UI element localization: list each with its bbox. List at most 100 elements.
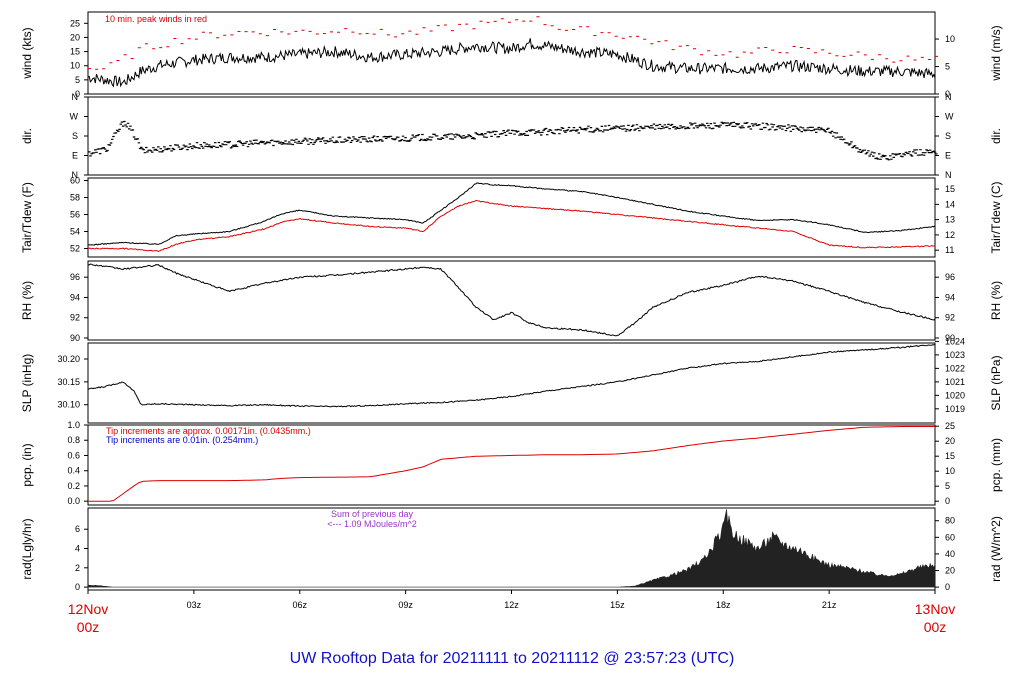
rh-right-tick-label: 90 (945, 333, 955, 343)
pcp-annotation: Tip increments are 0.01in. (0.254mm.) (106, 435, 258, 445)
rad-right-tick-label: 80 (945, 516, 955, 526)
pcp-right-tick-label: 0 (945, 496, 950, 506)
pcp-ylabel-left: pcp. (in) (20, 443, 34, 486)
x-hour-label: 00z (77, 619, 100, 635)
pcp-right-tick-label: 5 (945, 481, 950, 491)
dir-left-tick-label: S (72, 131, 78, 141)
dir-right-tick-label: S (945, 131, 951, 141)
rad-right-tick-label: 20 (945, 566, 955, 576)
wind-right-tick-label: 5 (945, 62, 950, 72)
wind-ylabel-left: wind (kts) (20, 27, 34, 79)
rad-annotation-line2: <--- 1.09 MJoules/m^2 (327, 519, 417, 529)
page-title: UW Rooftop Data for 20211111 to 20211112… (289, 650, 735, 667)
rad-ylabel-right: rad (W/m^2) (989, 516, 1003, 582)
wind-left-tick-label: 15 (70, 47, 80, 57)
slp-left-tick-label: 30.15 (57, 377, 80, 387)
dir-direction-marks (88, 120, 938, 161)
pcp-annotation: Tip increments are approx. 0.00171in. (0… (106, 426, 311, 436)
temp-left-tick-label: 56 (70, 210, 80, 220)
pcp-left-tick-label: 0.4 (67, 466, 80, 476)
pcp-right-tick-label: 15 (945, 451, 955, 461)
rh-left-tick-label: 90 (70, 333, 80, 343)
rad-annotation-line1: Sum of previous day (331, 509, 414, 519)
x-tick-label: 18z (716, 600, 731, 610)
temp-ylabel-right: Tair/Tdew (C) (989, 181, 1003, 253)
rh-left-tick-label: 96 (70, 272, 80, 282)
wind-left-tick-label: 5 (75, 75, 80, 85)
dir-left-tick-label: E (72, 151, 78, 161)
temp-series-line-0 (87, 182, 936, 246)
temp-left-tick-label: 54 (70, 227, 80, 237)
pcp-left-tick-label: 0.6 (67, 450, 80, 460)
rh-ylabel-right: RH (%) (989, 281, 1003, 320)
slp-panel-frame (87, 342, 936, 424)
slp-right-tick-label: 1024 (945, 336, 965, 346)
pcp-panel-frame (87, 424, 936, 506)
temp-panel-frame (87, 177, 936, 258)
x-tick-label: 03z (187, 600, 202, 610)
wind-left-tick-label: 10 (70, 61, 80, 71)
pcp-right-tick-label: 20 (945, 436, 955, 446)
temp-left-tick-label: 52 (70, 244, 80, 254)
slp-right-tick-label: 1023 (945, 350, 965, 360)
rad-right-tick-label: 60 (945, 532, 955, 542)
rad-area (87, 509, 936, 588)
dir-ylabel-right: dir. (989, 128, 1003, 144)
slp-right-tick-label: 1020 (945, 390, 965, 400)
dir-right-tick-label: N (945, 92, 952, 102)
x-date-label: 12Nov (68, 601, 108, 617)
rh-panel-frame (87, 260, 936, 341)
slp-left-tick-label: 30.10 (57, 400, 80, 410)
temp-left-tick-label: 58 (70, 193, 80, 203)
rad-right-tick-label: 40 (945, 549, 955, 559)
pcp-right-tick-label: 10 (945, 466, 955, 476)
x-tick-label: 09z (398, 600, 413, 610)
wind-panel-frame (87, 11, 936, 95)
wind-left-tick-label: 0 (75, 89, 80, 99)
dir-ylabel-left: dir. (20, 128, 34, 144)
wind-right-tick-label: 10 (945, 34, 955, 44)
temp-ylabel-left: Tair/Tdew (F) (20, 182, 34, 253)
slp-right-tick-label: 1021 (945, 377, 965, 387)
pcp-left-tick-label: 1.0 (67, 420, 80, 430)
rad-left-tick-label: 6 (75, 524, 80, 534)
temp-right-tick-label: 11 (945, 245, 954, 255)
slp-series-line-0 (87, 343, 936, 408)
wind-right-tick-label: 0 (945, 89, 950, 99)
wind-ylabel-right: wind (m/s) (989, 25, 1003, 81)
slp-ylabel-left: SLP (inHg) (20, 354, 34, 412)
x-tick-label: 21z (822, 600, 837, 610)
pcp-left-tick-label: 0.8 (67, 435, 80, 445)
x-date-label: 13Nov (915, 601, 955, 617)
temp-left-tick-label: 60 (70, 176, 80, 186)
rad-left-tick-label: 0 (75, 582, 80, 592)
pcp-right-tick-label: 25 (945, 421, 955, 431)
slp-ylabel-right: SLP (hPa) (989, 355, 1003, 410)
pcp-ylabel-right: pcp. (mm) (989, 438, 1003, 492)
x-hour-label: 00z (924, 619, 947, 635)
wind-left-tick-label: 25 (70, 18, 80, 28)
temp-right-tick-label: 14 (945, 199, 955, 209)
x-tick-label: 15z (610, 600, 625, 610)
rh-right-tick-label: 94 (945, 292, 955, 302)
x-tick-label: 06z (292, 600, 307, 610)
dir-right-tick-label: E (945, 151, 951, 161)
slp-right-tick-label: 1022 (945, 363, 965, 373)
dir-right-tick-label: N (945, 170, 952, 180)
rh-left-tick-label: 92 (70, 313, 80, 323)
temp-series-line-1 (87, 200, 936, 253)
dir-panel-frame (87, 96, 936, 176)
rh-right-tick-label: 92 (945, 313, 955, 323)
slp-right-tick-label: 1019 (945, 404, 965, 414)
x-tick-label: 12z (504, 600, 519, 610)
rad-right-tick-label: 0 (945, 582, 950, 592)
dir-left-tick-label: N (72, 170, 79, 180)
slp-left-tick-label: 30.20 (57, 354, 80, 364)
wind-series-line-0 (87, 38, 936, 88)
rad-left-tick-label: 2 (75, 563, 80, 573)
pcp-left-tick-label: 0.2 (67, 481, 80, 491)
temp-right-tick-label: 12 (945, 230, 955, 240)
temp-right-tick-label: 13 (945, 215, 955, 225)
